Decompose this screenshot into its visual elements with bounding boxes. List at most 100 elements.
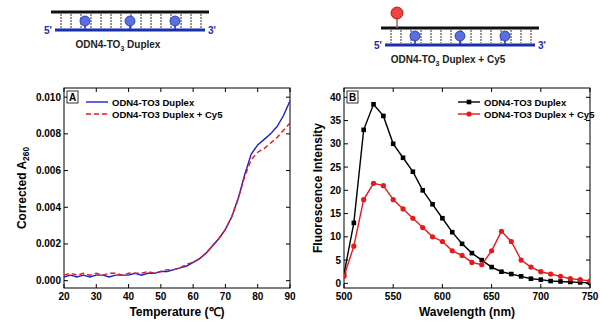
y-tick-label: 15 (330, 208, 342, 219)
x-tick-label: 650 (483, 291, 500, 302)
legend: ODN4-TO3 DuplexODN4-TO3 Duplex + Cy5 (458, 97, 595, 120)
x-tick-label: 50 (155, 291, 167, 302)
marker (401, 155, 406, 160)
x-tick (257, 88, 258, 92)
base-pair (441, 30, 442, 43)
y-tick (286, 133, 290, 134)
y-tick (64, 280, 68, 281)
x-tick (540, 88, 541, 92)
x-tick-label: 80 (252, 291, 264, 302)
marker (587, 278, 590, 283)
y-tick (586, 143, 590, 144)
base-pair (181, 14, 182, 28)
data-group (64, 101, 290, 277)
legend-marker (467, 100, 472, 105)
y-tick (586, 120, 590, 121)
x-tick (344, 88, 345, 92)
y-tick-label: 0.002 (36, 238, 61, 249)
y-tick-label: 5 (335, 255, 341, 266)
marker (489, 265, 494, 270)
base-pair (401, 30, 402, 43)
marker (361, 197, 366, 202)
y-axis-title: Corrected A260 (15, 147, 31, 230)
y-tick (286, 280, 290, 281)
y-tick-label: 10 (330, 231, 342, 242)
x-tick (160, 284, 161, 288)
marker (509, 239, 514, 244)
base-pair (191, 14, 192, 28)
marker (371, 181, 376, 186)
x-tick-label: 600 (434, 291, 451, 302)
y-tick (286, 170, 290, 171)
x-axis-title: Temperature (℃) (129, 305, 224, 319)
to-dye (500, 31, 510, 41)
y-tick (586, 167, 590, 168)
marker (538, 269, 543, 274)
marker (344, 274, 347, 279)
marker (548, 271, 553, 276)
base-pair (201, 14, 202, 28)
series-line (64, 123, 290, 275)
y-tick (64, 133, 68, 134)
top-strand (51, 11, 209, 14)
marker (499, 229, 504, 234)
x-tick (290, 88, 291, 92)
legend-label: ODN4-TO3 Duplex (484, 97, 567, 108)
cy5-linker (396, 18, 398, 28)
x-tick (393, 284, 394, 288)
series-line (344, 183, 590, 281)
x-tick-label: 30 (91, 291, 103, 302)
x-tick-label: 60 (188, 291, 200, 302)
end-label: 5' (374, 40, 382, 51)
y-tick (344, 120, 348, 121)
x-tick-label: 550 (385, 291, 402, 302)
x-tick (590, 88, 591, 92)
marker (489, 248, 494, 253)
marker (381, 183, 386, 188)
marker (558, 279, 563, 284)
y-tick-label: 40 (330, 92, 342, 103)
y-tick (344, 213, 348, 214)
x-tick-label: 70 (220, 291, 232, 302)
marker (420, 225, 425, 230)
marker (519, 274, 524, 279)
base-pair (61, 14, 62, 28)
marker (361, 128, 366, 133)
marker (578, 277, 583, 282)
base-pair (161, 14, 162, 28)
legend-swatch (86, 101, 108, 102)
plot-frame (64, 88, 290, 288)
legend-swatch (86, 113, 108, 114)
base-pair (481, 30, 482, 43)
duplex-diagram: 5'3'ODN4-TO3 Duplex (44, 12, 216, 52)
base-pair (421, 30, 422, 43)
base-pair (531, 30, 532, 43)
x-tick (128, 88, 129, 92)
y-tick-label: 0.000 (36, 275, 61, 286)
text-part: ODN4-TO (391, 54, 436, 65)
panel-label: B (349, 92, 356, 103)
to-dye (125, 16, 135, 26)
y-tick (586, 190, 590, 191)
x-tick (96, 88, 97, 92)
panel-label: A (69, 92, 76, 103)
legend: ODN4-TO3 DuplexODN4-TO3 Duplex + Cy5 (86, 97, 223, 120)
subscript: 260 (21, 147, 31, 161)
base-pair (521, 30, 522, 43)
marker (519, 257, 524, 262)
marker (440, 239, 445, 244)
x-tick-label: 40 (123, 291, 135, 302)
x-axis-title: Wavelength (nm) (419, 305, 515, 319)
text-part: Corrected A (15, 161, 29, 230)
marker (539, 277, 544, 282)
marker (450, 248, 455, 253)
y-tick-label: 0.008 (36, 128, 61, 139)
y-tick (344, 167, 348, 168)
base-pair (141, 14, 142, 28)
x-tick (393, 88, 394, 92)
y-tick-label: 0.006 (36, 165, 61, 176)
marker (470, 251, 475, 256)
legend-label: ODN4-TO3 Duplex (112, 97, 195, 108)
x-tick (128, 284, 129, 288)
y-tick (286, 243, 290, 244)
